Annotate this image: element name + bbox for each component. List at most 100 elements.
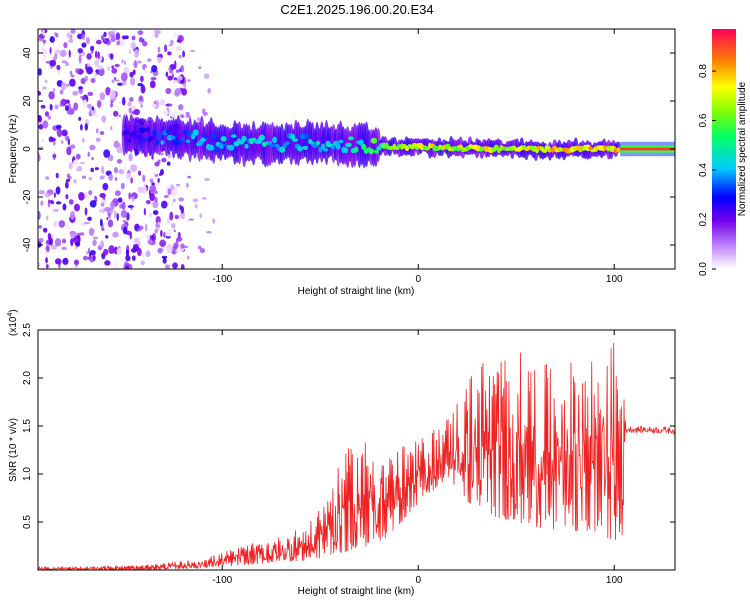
noise-speckle [90, 167, 95, 173]
noise-speckle [128, 153, 133, 162]
noise-speckle [130, 41, 136, 50]
noise-speckle [64, 181, 69, 189]
noise-speckle [68, 49, 71, 58]
noise-speckle [45, 176, 50, 180]
snr-xtick-label: 100 [606, 575, 623, 586]
colorbar-tick-label: 0.4 [698, 163, 709, 177]
noise-speckle [153, 101, 157, 104]
noise-speckle [160, 229, 163, 237]
noise-speckle [91, 156, 94, 161]
noise-speckle [45, 257, 48, 264]
noise-speckle [76, 232, 81, 236]
ridge-cell [228, 144, 235, 151]
colorbar: 0.0 0.2 0.4 0.6 0.8 Normalized spectral ampl… [698, 29, 748, 276]
noise-speckle [40, 200, 44, 207]
noise-speckle [94, 50, 98, 59]
noise-speckle [113, 166, 118, 174]
ridge-cell [218, 142, 224, 150]
noise-speckle [49, 47, 52, 54]
noise-speckle [93, 255, 96, 261]
noise-speckle [149, 212, 152, 218]
noise-speckle [179, 204, 182, 210]
noise-speckle [84, 221, 90, 225]
colorbar-tick-label: 0.0 [698, 262, 709, 276]
noise-speckle [87, 216, 92, 221]
noise-speckle [167, 75, 173, 81]
noise-speckle [38, 68, 42, 76]
snr-ytick-label: 1.5 [22, 419, 33, 433]
noise-speckle [176, 46, 182, 52]
noise-speckle [69, 231, 77, 239]
noise-speckle [41, 47, 45, 51]
noise-speckle [167, 188, 172, 195]
noise-speckle [84, 207, 88, 216]
noise-speckle [52, 208, 60, 213]
noise-speckle [134, 49, 139, 58]
spectrogram-ytick-label: -20 [22, 189, 33, 204]
noise-speckle [86, 53, 92, 60]
noise-speckle [125, 230, 132, 236]
noise-speckle [131, 110, 137, 115]
noise-speckle [188, 218, 194, 221]
ridge-cell [258, 134, 266, 141]
noise-speckle [99, 92, 106, 101]
noise-speckle [128, 97, 134, 102]
noise-speckle [100, 202, 105, 207]
spectrogram-ytick-label: 20 [22, 95, 33, 107]
noise-speckle [144, 67, 148, 75]
noise-speckle [86, 66, 94, 75]
noise-speckle [129, 71, 134, 78]
noise-speckle [107, 66, 110, 71]
noise-speckle [115, 32, 121, 41]
noise-speckle [96, 65, 104, 70]
noise-speckle [165, 71, 169, 78]
noise-speckle [61, 81, 66, 91]
noise-speckle [140, 75, 144, 83]
noise-speckle [158, 172, 162, 177]
snr-xtick-label: 0 [415, 575, 421, 586]
noise-speckle [38, 37, 44, 42]
noise-speckle [122, 226, 128, 235]
noise-speckle [125, 254, 131, 262]
ridge-cell [269, 143, 275, 148]
noise-speckle [166, 216, 170, 225]
noise-speckle [106, 216, 109, 221]
spectrogram-plot: -100 0 100 -40 -20 0 20 40 Height of straight l… [8, 28, 676, 297]
noise-speckle [59, 89, 64, 95]
noise-speckle [42, 39, 47, 44]
noise-speckle [42, 29, 45, 36]
noise-speckle [65, 193, 69, 200]
snr-series-line [38, 342, 675, 570]
noise-speckle [122, 96, 126, 106]
snr-ytick-label: 2.5 [22, 323, 33, 337]
ridge-cell [353, 146, 359, 153]
ridge-cell [165, 129, 170, 134]
noise-speckle [157, 177, 160, 183]
noise-speckle [186, 255, 190, 260]
noise-speckle [110, 126, 113, 131]
ridge-cell [169, 135, 176, 140]
spectrogram-xtick-label: -100 [212, 274, 232, 285]
ridge-cell [374, 149, 379, 154]
noise-speckle [137, 60, 142, 64]
noise-speckle [109, 53, 114, 60]
noise-speckle [163, 44, 168, 53]
ridge-cell [230, 134, 237, 138]
noise-speckle [49, 59, 57, 67]
noise-speckle [68, 162, 73, 170]
spectrogram-ylabel: Frequency (Hz) [8, 115, 19, 184]
noise-speckle [107, 31, 115, 36]
noise-speckle [54, 104, 59, 110]
ridge-cell [274, 143, 280, 148]
noise-speckle [91, 106, 95, 111]
noise-speckle [99, 208, 104, 213]
noise-speckle [128, 49, 132, 54]
noise-speckle [157, 46, 161, 53]
noise-speckle [199, 213, 203, 219]
ridge-cell [320, 143, 325, 150]
snr-ylabel: SNR (10 * v/v) [8, 418, 19, 482]
colorbar-gradient [712, 29, 736, 269]
noise-speckle [86, 103, 93, 109]
noise-speckle [177, 231, 181, 239]
